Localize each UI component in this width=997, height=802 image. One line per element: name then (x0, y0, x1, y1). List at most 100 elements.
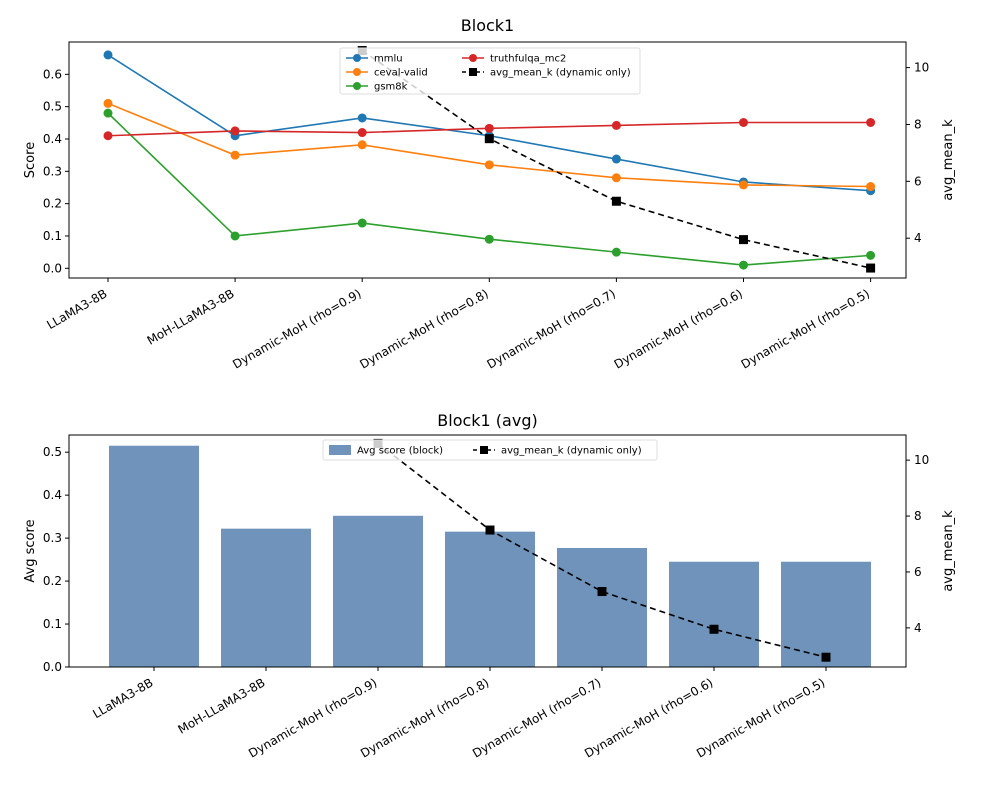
y2-tick-label: 4 (914, 621, 922, 635)
point-gsm8k (611, 247, 621, 257)
y-axis-label: Score (23, 142, 38, 178)
x-tick-label: MoH-LLaMA3-8B (175, 675, 267, 736)
legend-marker (469, 68, 477, 76)
legend-marker (353, 82, 361, 90)
axes-frame (68, 41, 907, 279)
secondary-point (484, 134, 494, 144)
y-tick-label: 0.3 (43, 164, 62, 178)
bar-1 (109, 445, 199, 667)
secondary-point (611, 196, 621, 206)
y2-tick-label: 8 (914, 509, 922, 523)
secondary-point (709, 624, 719, 634)
secondary-point (739, 235, 748, 245)
secondary-series-line (361, 49, 871, 269)
x-tick-label: Dynamic-MoH (rho=0.6) (612, 286, 745, 371)
point-truthfulqa_mc2 (484, 123, 494, 133)
point-gsm8k (866, 250, 876, 260)
legend-label: truthfulqa_mc2 (490, 54, 566, 65)
legend-label: avg_mean_k (dynamic only) (501, 446, 642, 457)
point-truthfulqa_mc2 (739, 117, 748, 127)
point-ceval-valid (357, 140, 367, 150)
point-mmlu (611, 154, 621, 164)
legend-label: ceval-valid (374, 68, 428, 79)
y-tick-label: 0.6 (43, 67, 62, 81)
point-gsm8k (484, 234, 494, 244)
x-tick-label: Dynamic-MoH (rho=0.8) (357, 286, 490, 371)
bar-7 (781, 561, 871, 667)
legend-marker (353, 68, 361, 76)
legend-label: gsm8k (374, 82, 408, 93)
point-ceval-valid (866, 182, 876, 192)
secondary-point (866, 263, 876, 273)
point-gsm8k (739, 260, 748, 270)
point-truthfulqa_mc2 (230, 126, 240, 136)
point-truthfulqa_mc2 (357, 128, 367, 138)
point-ceval-valid (230, 150, 240, 160)
legend: Avg score (block) avg_mean_k (dynamic onl… (322, 439, 658, 461)
legend-label: mmlu (374, 54, 403, 65)
bar-3 (333, 515, 423, 667)
chart-title: Block1 (461, 16, 514, 35)
y-tick-label: 0.0 (43, 261, 62, 275)
point-mmlu (103, 50, 113, 60)
secondary-series-line (377, 442, 827, 658)
y-tick-label: 0.1 (43, 229, 62, 243)
y-tick-label: 0.2 (43, 197, 62, 211)
point-ceval-valid (739, 180, 748, 190)
x-tick-label: LLaMA3-8B (90, 675, 155, 721)
y2-tick-label: 8 (914, 117, 922, 131)
series-line-ceval-valid (107, 102, 871, 188)
legend-marker (469, 54, 477, 62)
y2-tick-label: 6 (914, 174, 922, 188)
legend-label: avg_mean_k (dynamic only) (490, 68, 631, 79)
y2-axis-label: avg_mean_k (941, 119, 956, 201)
x-tick-label: LLaMA3-8B (44, 286, 109, 332)
y2-tick-label: 10 (914, 453, 929, 467)
y-axis-label: Avg score (23, 519, 38, 582)
point-ceval-valid (103, 98, 113, 108)
secondary-point (597, 587, 607, 597)
legend-marker (480, 446, 488, 454)
point-gsm8k (357, 218, 367, 228)
point-ceval-valid (611, 173, 621, 183)
point-truthfulqa_mc2 (866, 117, 876, 127)
chart-2: Block1 (avg) 0.0 0.1 0.2 0.3 0.4 0.5 4 6 8 10 LLaMA… (23, 411, 956, 761)
y-tick-label: 0.4 (43, 488, 62, 502)
bar-2 (221, 528, 311, 667)
y2-tick-label: 10 (914, 61, 929, 75)
legend-label: Avg score (block) (357, 446, 443, 457)
secondary-point (821, 652, 831, 662)
bar-6 (669, 561, 759, 667)
x-tick-label: Dynamic-MoH (rho=0.5) (739, 286, 872, 371)
x-tick-label: MoH-LLaMA3-8B (145, 286, 237, 347)
bar-4 (445, 531, 535, 667)
x-tick-label: Dynamic-MoH (rho=0.7) (484, 286, 617, 371)
y-tick-label: 0.0 (43, 660, 62, 674)
secondary-point (485, 525, 495, 535)
point-gsm8k (103, 108, 113, 118)
point-truthfulqa_mc2 (103, 131, 113, 141)
y2-axis-label: avg_mean_k (941, 510, 956, 592)
chart-1: Block1 0.0 0.1 0.2 0.3 0.4 0.5 0.6 4 6 8 10 LLaMA3-8… (23, 16, 956, 372)
point-ceval-valid (484, 160, 494, 170)
y-tick-label: 0.4 (43, 132, 62, 146)
point-truthfulqa_mc2 (611, 120, 621, 130)
y2-tick-label: 4 (914, 231, 922, 245)
y-tick-label: 0.3 (43, 531, 62, 545)
y-tick-label: 0.1 (43, 617, 62, 631)
chart-title: Block1 (avg) (437, 411, 537, 430)
axes-frame (68, 434, 907, 668)
legend-swatch (329, 445, 351, 455)
y-tick-label: 0.5 (43, 445, 62, 459)
point-mmlu (357, 113, 367, 123)
y-tick-label: 0.5 (43, 100, 62, 114)
y-tick-label: 0.2 (43, 574, 62, 588)
legend: mmlu ceval-valid gsm8k truthfulqa_mc2 avg_me… (339, 47, 641, 95)
x-tick-label: Dynamic-MoH (rho=0.9) (230, 286, 363, 371)
y2-tick-label: 6 (914, 565, 922, 579)
bar-5 (557, 547, 647, 667)
legend-marker (353, 54, 361, 62)
legend-box (339, 47, 641, 95)
point-gsm8k (230, 231, 240, 241)
